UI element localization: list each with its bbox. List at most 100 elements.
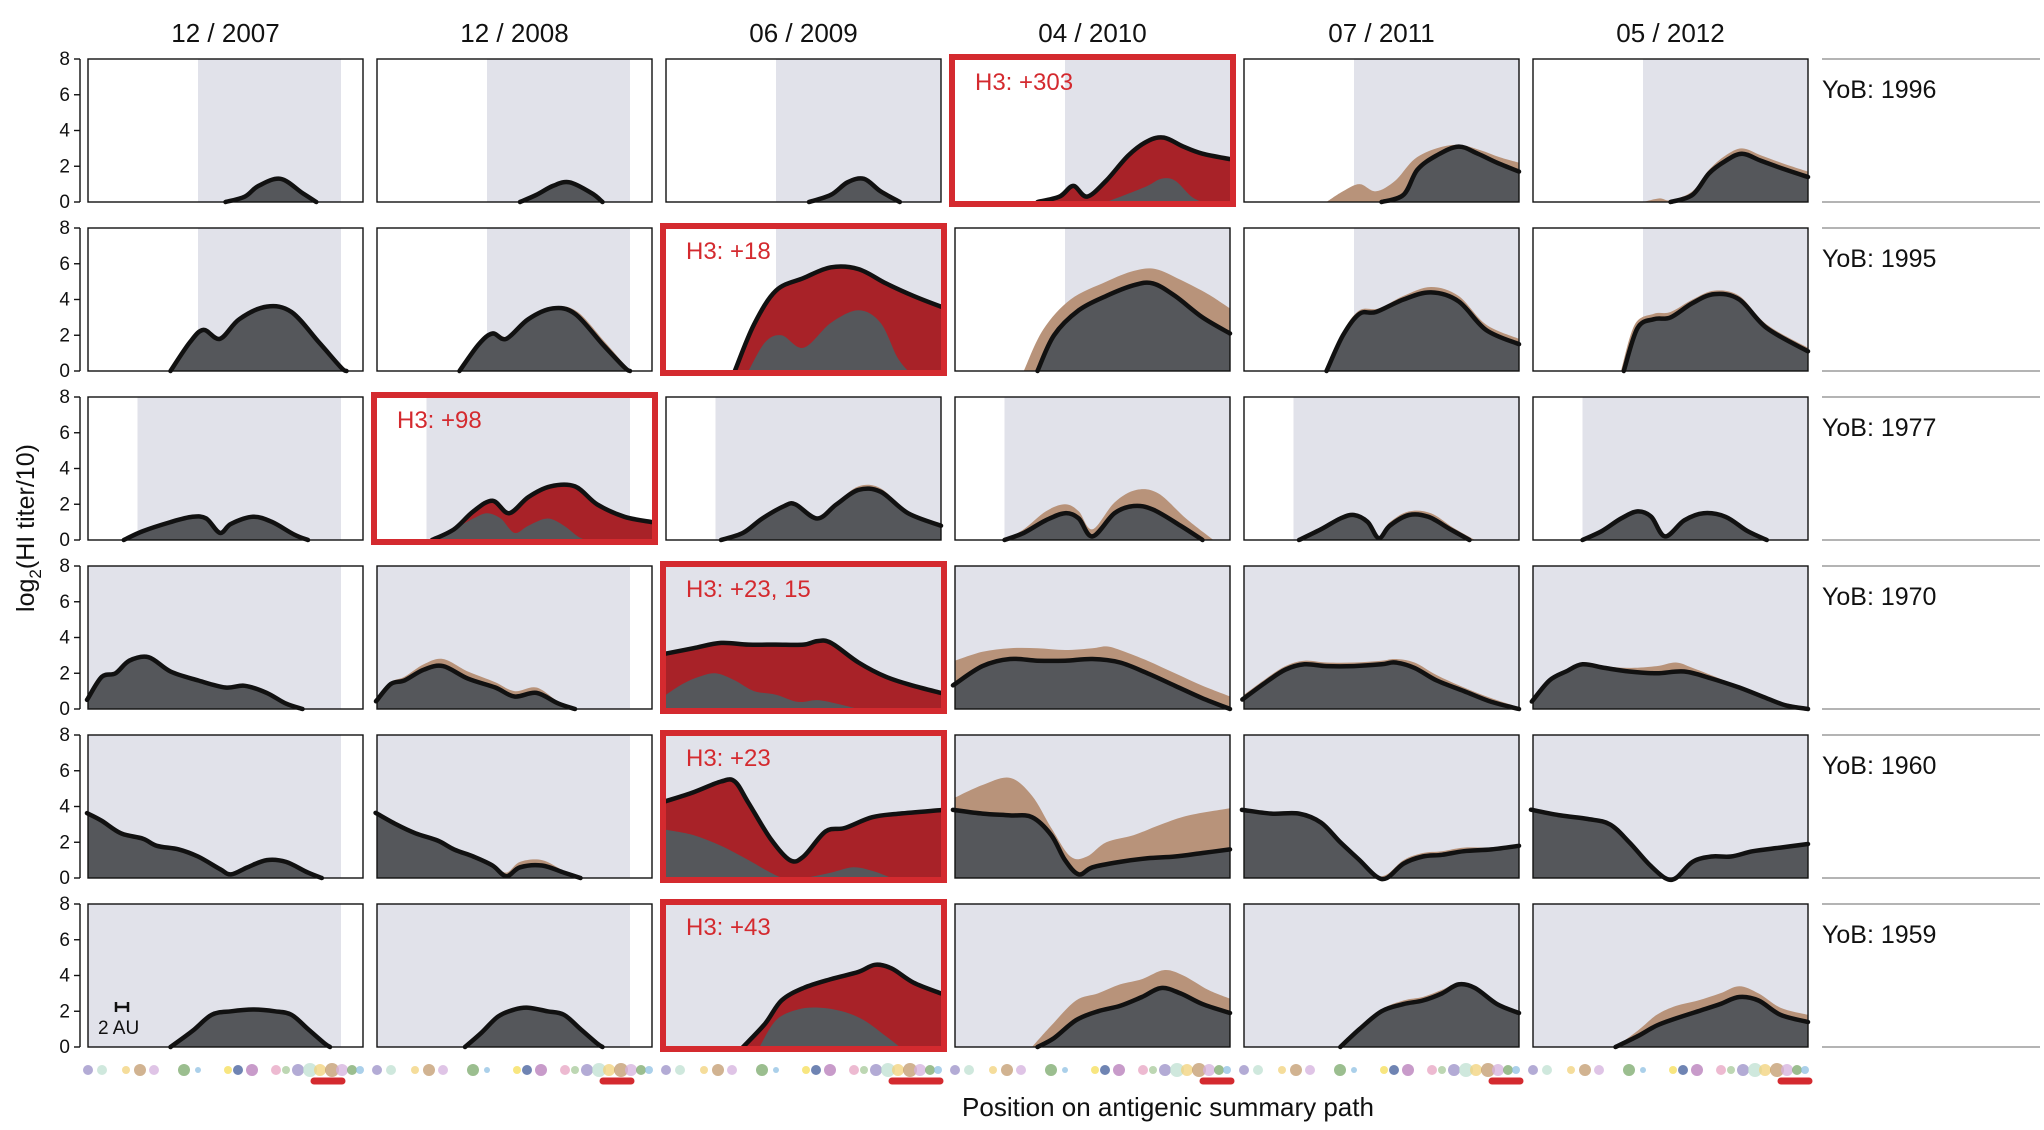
panel-shaded-region bbox=[487, 59, 630, 202]
path-dot bbox=[149, 1065, 159, 1075]
panel-shaded-region bbox=[198, 59, 341, 202]
y-tick-label: 0 bbox=[59, 868, 70, 889]
path-dot bbox=[636, 1065, 646, 1075]
path-dot bbox=[1149, 1066, 1157, 1074]
y-tick-label: 4 bbox=[59, 459, 70, 480]
area-inner bbox=[759, 1007, 900, 1047]
panel bbox=[665, 396, 944, 543]
y-tick-label: 4 bbox=[59, 628, 70, 649]
titer-line bbox=[1621, 291, 1811, 374]
path-dot bbox=[1045, 1064, 1057, 1076]
path-dot bbox=[712, 1064, 724, 1076]
path-dot bbox=[1214, 1065, 1224, 1075]
titer-line bbox=[1379, 144, 1522, 205]
path-dot bbox=[625, 1064, 637, 1076]
path-dot bbox=[1062, 1067, 1068, 1073]
highlight-annotation: H3: +23 bbox=[686, 745, 771, 772]
path-dot bbox=[467, 1064, 479, 1076]
path-dot bbox=[934, 1066, 942, 1074]
panel-border bbox=[87, 903, 364, 1048]
titer-line bbox=[718, 486, 944, 543]
path-dot bbox=[83, 1065, 93, 1075]
path-dot bbox=[773, 1067, 779, 1073]
area-dark bbox=[952, 658, 1230, 709]
y-axis-label-prefix: log bbox=[12, 579, 40, 612]
path-dot bbox=[1290, 1064, 1302, 1076]
highlight-frame bbox=[949, 54, 1236, 207]
titer-line bbox=[1035, 280, 1233, 374]
titer-line bbox=[429, 482, 655, 543]
path-dot bbox=[1640, 1067, 1646, 1073]
panel bbox=[87, 903, 364, 1050]
area-dark bbox=[952, 809, 1230, 878]
area-dark bbox=[170, 306, 347, 371]
path-dot bbox=[1427, 1065, 1437, 1075]
path-dot bbox=[860, 1066, 868, 1074]
titer-line bbox=[373, 663, 578, 712]
panel bbox=[376, 58, 653, 205]
area-dark bbox=[375, 812, 581, 878]
path-dot bbox=[870, 1064, 882, 1076]
panel-border bbox=[87, 734, 364, 879]
path-dot bbox=[1594, 1065, 1604, 1075]
area-dark bbox=[520, 182, 603, 202]
path-dot bbox=[881, 1063, 895, 1077]
panel-border bbox=[1532, 396, 1809, 541]
panel-border bbox=[376, 58, 653, 203]
area-dark bbox=[1241, 809, 1519, 880]
path-dot bbox=[1759, 1064, 1771, 1076]
titer-line bbox=[1035, 135, 1233, 205]
path-dot bbox=[1334, 1064, 1346, 1076]
y-tick-label: 0 bbox=[59, 699, 70, 720]
titer-line bbox=[661, 638, 944, 696]
panel-border bbox=[1532, 734, 1809, 879]
path-dot bbox=[1579, 1064, 1591, 1076]
panel-border bbox=[1532, 58, 1809, 203]
path-dot bbox=[614, 1063, 628, 1077]
path-dot bbox=[1438, 1066, 1446, 1074]
panel bbox=[87, 396, 364, 543]
path-dot bbox=[423, 1064, 435, 1076]
y-tick-label: 4 bbox=[59, 121, 70, 142]
path-dot bbox=[535, 1064, 547, 1076]
titer-line bbox=[1240, 660, 1522, 712]
column-titles: 12 / 2007 12 / 2008 06 / 2009 04 / 2010 07 /… bbox=[171, 18, 1724, 48]
path-dot bbox=[727, 1065, 737, 1075]
panel-border bbox=[376, 565, 653, 710]
panel bbox=[376, 903, 653, 1050]
path-dot bbox=[1203, 1064, 1215, 1076]
path-dot bbox=[1567, 1066, 1575, 1074]
path-dot bbox=[1801, 1066, 1809, 1074]
path-dot bbox=[1402, 1064, 1414, 1076]
y-axis: 0 2 4 6 8 bbox=[59, 894, 81, 1058]
path-dot bbox=[1016, 1065, 1026, 1075]
titer-line bbox=[1338, 981, 1522, 1050]
panel-border bbox=[87, 227, 364, 372]
y-tick-label: 6 bbox=[59, 761, 70, 782]
y-tick-label: 2 bbox=[59, 663, 70, 684]
panel-border bbox=[1243, 227, 1520, 372]
panel bbox=[1528, 734, 1811, 883]
panel-border bbox=[954, 396, 1231, 541]
path-dot bbox=[1223, 1066, 1231, 1074]
titer-line bbox=[806, 176, 903, 205]
panel-border bbox=[376, 734, 653, 879]
path-dot bbox=[224, 1066, 232, 1074]
area-dark bbox=[1326, 292, 1519, 371]
path-dot bbox=[411, 1066, 419, 1074]
path-dot bbox=[661, 1065, 671, 1075]
path-dot bbox=[1192, 1063, 1206, 1077]
path-dot bbox=[134, 1064, 146, 1076]
panel bbox=[950, 734, 1233, 879]
panel: H3: +23, 15 bbox=[660, 561, 947, 714]
path-dot bbox=[1503, 1065, 1513, 1075]
panel-border bbox=[1243, 734, 1520, 879]
path-dot bbox=[1770, 1063, 1784, 1077]
area-inner bbox=[1106, 178, 1203, 202]
panel-border bbox=[376, 903, 653, 1048]
highlight-annotation: H3: +18 bbox=[686, 238, 771, 265]
area-dark bbox=[1623, 293, 1808, 371]
path-dot bbox=[1170, 1063, 1184, 1077]
panel: H3: +18 bbox=[660, 223, 947, 376]
